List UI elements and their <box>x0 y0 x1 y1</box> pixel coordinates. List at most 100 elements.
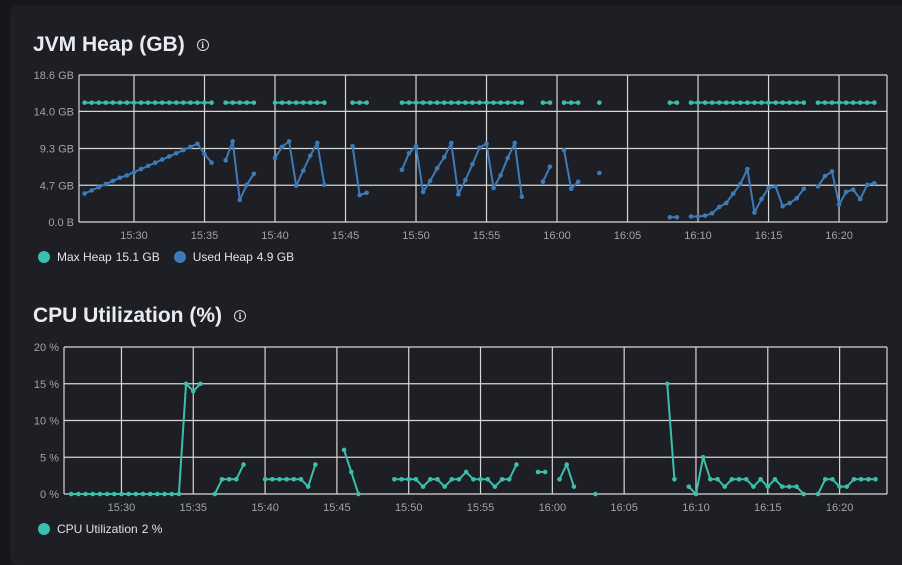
legend-cpu-utilization[interactable]: CPU Utilization 2 % <box>38 522 162 536</box>
x-tick-label: 15:45 <box>323 502 351 514</box>
data-point <box>152 160 158 166</box>
data-point <box>226 477 232 482</box>
data-point <box>413 143 419 149</box>
data-point <box>571 484 577 489</box>
data-point <box>110 100 116 105</box>
data-point <box>322 100 327 105</box>
data-point <box>765 484 771 489</box>
data-point <box>111 491 117 497</box>
data-point <box>140 491 146 497</box>
data-point <box>715 477 720 482</box>
series-line-used-heap <box>542 166 551 183</box>
data-point <box>597 100 602 105</box>
data-point <box>126 491 131 497</box>
data-point <box>836 100 842 105</box>
data-point <box>284 477 289 482</box>
data-point <box>519 100 525 105</box>
data-point <box>364 190 369 196</box>
legend-max-heap[interactable]: Max Heap 15.1 GB <box>38 250 160 264</box>
data-point <box>829 100 835 105</box>
data-point <box>119 491 124 497</box>
data-point <box>89 188 94 193</box>
data-point <box>512 100 518 105</box>
data-point <box>251 171 257 177</box>
data-point <box>787 200 793 206</box>
data-point <box>667 214 673 220</box>
series-line-cpu-utilization <box>666 383 676 480</box>
data-point <box>147 491 153 497</box>
data-point <box>499 477 505 482</box>
data-point <box>68 491 74 497</box>
data-point <box>300 168 306 173</box>
data-point <box>477 145 482 151</box>
data-point <box>159 157 165 162</box>
data-point <box>223 100 228 105</box>
data-point <box>356 491 361 497</box>
x-tick-label: 15:35 <box>191 230 219 242</box>
data-point <box>305 484 311 489</box>
data-point <box>736 477 742 482</box>
data-point <box>743 477 749 482</box>
data-point <box>279 100 285 105</box>
legend-value: 15.1 GB <box>115 250 160 264</box>
legend-value: 2 % <box>141 522 163 536</box>
data-point <box>872 100 877 105</box>
data-point <box>456 192 461 197</box>
data-point <box>561 100 567 105</box>
x-tick-label: 15:30 <box>108 502 136 514</box>
data-point <box>779 484 785 489</box>
info-circle-icon[interactable]: i <box>234 310 246 322</box>
data-point <box>209 100 214 105</box>
data-point <box>519 194 525 200</box>
data-point <box>751 484 756 489</box>
data-point <box>262 477 268 482</box>
data-point <box>857 100 863 105</box>
data-point <box>484 100 489 105</box>
data-point <box>693 491 699 497</box>
data-point <box>124 100 130 105</box>
data-point <box>759 196 764 202</box>
legend-value: 4.9 GB <box>256 250 295 264</box>
data-point <box>219 477 225 482</box>
data-point <box>89 100 94 105</box>
x-tick-label: 15:50 <box>395 502 423 514</box>
heap-chart: 18.6 GB 14.0 GB 9.3 GB 4.7 GB 0.0 B 15:30 15:3… <box>34 70 888 242</box>
data-point <box>547 100 553 105</box>
data-point <box>729 477 735 482</box>
info-circle-icon[interactable]: i <box>196 39 209 51</box>
data-point <box>477 100 482 105</box>
data-point <box>181 100 186 105</box>
x-tick-label: 16:10 <box>684 230 712 242</box>
data-point <box>427 178 433 184</box>
data-point <box>708 477 713 482</box>
data-point <box>159 100 165 105</box>
data-point <box>498 100 503 105</box>
data-point <box>674 100 680 105</box>
data-point <box>463 177 468 183</box>
data-point <box>96 184 102 190</box>
data-point <box>427 477 433 482</box>
data-point <box>251 100 257 105</box>
legend-used-heap[interactable]: Used Heap 4.9 GB <box>173 250 295 264</box>
y-tick-label: 20 % <box>34 342 59 354</box>
data-point <box>575 100 581 105</box>
data-point <box>76 491 81 497</box>
legend-label: Max Heap <box>57 250 112 264</box>
y-tick-label: 18.6 GB <box>34 70 74 82</box>
legend-dot-icon <box>38 523 50 535</box>
data-point <box>272 100 278 105</box>
data-point <box>498 173 503 178</box>
data-point <box>183 381 189 387</box>
data-point <box>716 204 722 210</box>
data-point <box>773 184 778 189</box>
data-point <box>237 100 243 105</box>
data-point <box>815 491 821 497</box>
data-point <box>505 100 510 105</box>
data-point <box>188 144 193 150</box>
data-point <box>237 197 243 203</box>
data-point <box>188 100 193 105</box>
data-point <box>772 477 778 482</box>
data-point <box>272 155 278 161</box>
data-point <box>392 477 397 482</box>
data-point <box>851 477 857 482</box>
